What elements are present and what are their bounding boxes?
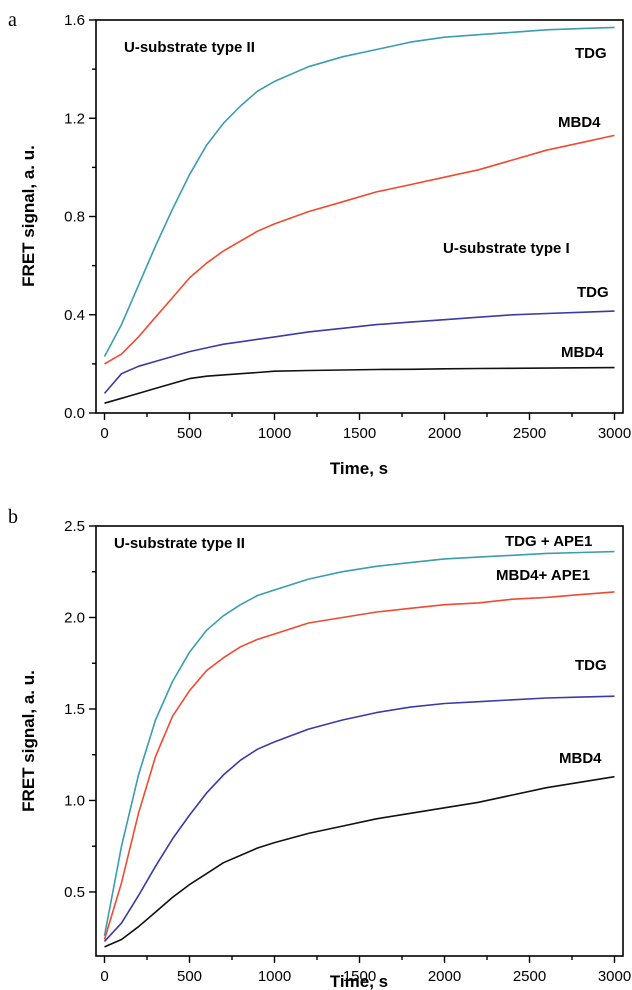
panel-b-annotation-substrate-type-ii: U-substrate type II xyxy=(114,535,245,552)
x-tick-label: 2500 xyxy=(513,425,546,442)
panel-b-plot-frame xyxy=(95,525,624,957)
series-line-3 xyxy=(104,366,615,404)
y-tick-label: 0.4 xyxy=(64,307,85,324)
panel-a: a 0 500 1000 1500 2000 2500 3000 0.0 0.4 0.8 1.2 1… xyxy=(8,9,631,478)
x-tick-label: 0 xyxy=(100,968,108,985)
y-tick-label: 1.2 xyxy=(64,110,85,127)
panel-a-x-axis-label: Time, s xyxy=(330,459,388,478)
panel-a-annotation-substrate-type-ii: U-substrate type II xyxy=(124,39,255,56)
panel-a-annotation-tdg-type-ii: TDG xyxy=(575,45,607,62)
panel-b-annotation-mbd4: MBD4 xyxy=(559,750,602,767)
y-tick-label: 1.0 xyxy=(64,792,85,809)
x-tick-label: 0 xyxy=(100,425,108,442)
panel-a-x-ticks: 0 500 1000 1500 2000 2500 3000 xyxy=(100,413,631,442)
panel-b-series xyxy=(103,550,615,948)
panel-b-x-ticks: 0 500 1000 1500 2000 2500 3000 xyxy=(100,956,631,985)
series-line-2 xyxy=(103,695,615,942)
x-tick-label: 1500 xyxy=(343,425,376,442)
panel-a-y-ticks: 0.0 0.4 0.8 1.2 1.6 xyxy=(64,12,96,422)
panel-a-letter: a xyxy=(8,9,17,31)
y-tick-label: 1.6 xyxy=(64,12,85,29)
y-tick-label: 0.0 xyxy=(64,405,85,422)
x-tick-label: 1500 xyxy=(343,968,376,985)
panel-b-letter: b xyxy=(8,506,18,528)
x-tick-label: 2500 xyxy=(513,968,546,985)
panel-a-annotation-tdg-type-i: TDG xyxy=(577,284,609,301)
series-line-0 xyxy=(103,26,615,357)
y-tick-label: 2.5 xyxy=(64,518,85,535)
panel-a-y-axis-label: FRET signal, a. u. xyxy=(19,145,38,287)
series-line-2 xyxy=(103,310,615,394)
panel-b-y-ticks: 0.5 1.0 1.5 2.0 2.5 xyxy=(64,518,96,901)
x-tick-label: 1000 xyxy=(258,968,291,985)
series-line-1 xyxy=(104,134,615,365)
panel-a-series xyxy=(103,26,615,404)
x-tick-label: 3000 xyxy=(598,425,631,442)
panel-a-annotation-mbd4-type-i: MBD4 xyxy=(561,344,604,361)
series-line-0 xyxy=(103,550,615,937)
panel-b-annotation-mbd4-ape1: MBD4+ APE1 xyxy=(496,567,590,584)
x-tick-label: 500 xyxy=(177,968,202,985)
series-line-3 xyxy=(104,775,615,948)
panel-a-plot-frame xyxy=(95,19,624,414)
x-tick-label: 2000 xyxy=(428,968,461,985)
series-line-1 xyxy=(103,591,615,940)
x-tick-label: 1000 xyxy=(258,425,291,442)
panel-b: b 0 500 1000 1500 2000 2500 3000 0.5 1.0 1.5 2.0 2… xyxy=(8,506,631,990)
y-tick-label: 1.5 xyxy=(64,701,85,718)
y-tick-label: 0.8 xyxy=(64,209,85,226)
x-tick-label: 3000 xyxy=(598,968,631,985)
x-tick-label: 500 xyxy=(177,425,202,442)
panel-b-annotation-tdg-ape1: TDG + APE1 xyxy=(505,533,592,550)
y-tick-label: 0.5 xyxy=(64,884,85,901)
panel-a-annotation-substrate-type-i: U-substrate type I xyxy=(443,240,570,257)
x-tick-label: 2000 xyxy=(428,425,461,442)
panel-b-y-axis-label: FRET signal, a. u. xyxy=(19,670,38,812)
panel-b-annotation-tdg: TDG xyxy=(575,657,607,674)
panel-b-x-axis-label: Time, s xyxy=(330,972,388,990)
panel-a-annotation-mbd4-type-ii: MBD4 xyxy=(558,114,601,131)
y-tick-label: 2.0 xyxy=(64,609,85,626)
